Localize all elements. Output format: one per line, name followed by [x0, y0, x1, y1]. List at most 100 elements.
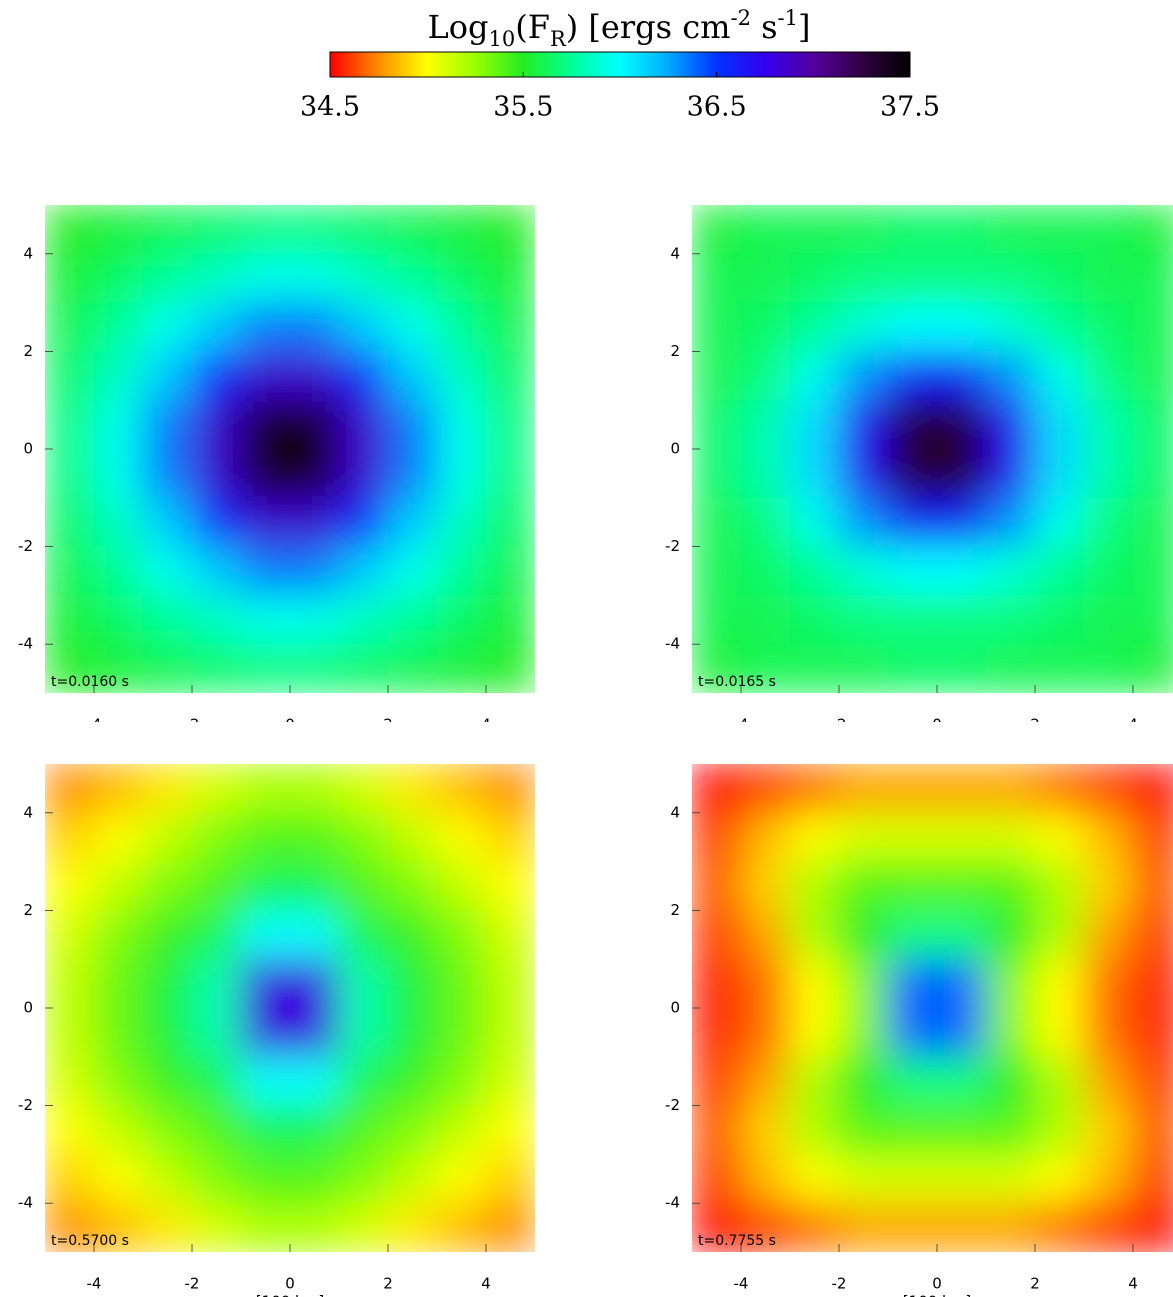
heatmap-cell — [191, 1153, 242, 1204]
heatmap-cell — [887, 594, 938, 645]
heatmap-cell — [838, 253, 889, 304]
heatmap-cell — [838, 1007, 889, 1058]
heatmap-cell — [289, 812, 340, 863]
heatmap-cell — [1132, 643, 1173, 693]
heatmap-cell — [936, 1105, 987, 1155]
heatmap-cell — [985, 1153, 1036, 1204]
heatmap — [692, 205, 1173, 693]
heatmap-cell — [45, 399, 95, 450]
heatmap-cell — [789, 350, 840, 401]
heatmap-cell — [485, 1105, 535, 1155]
heatmap-cell — [142, 861, 193, 911]
heatmap-cell — [936, 812, 987, 863]
heatmap-cell — [1034, 764, 1085, 814]
heatmap-cell — [142, 1105, 193, 1155]
heatmap-cell — [887, 1007, 938, 1058]
heatmap-cell — [45, 448, 95, 499]
heatmap-cell — [289, 350, 340, 401]
heatmap-cell — [387, 1202, 438, 1252]
heatmap-cell — [985, 546, 1036, 596]
y-tick-label: 2 — [670, 901, 680, 919]
heatmap-cell — [740, 1007, 791, 1058]
heatmap-cell — [289, 253, 340, 304]
heatmap-cell — [985, 594, 1036, 645]
time-label: t=0.0165 s — [698, 674, 776, 690]
heatmap-cell — [387, 253, 438, 304]
heatmap-cell — [740, 764, 791, 814]
heatmap-cell — [93, 497, 144, 548]
heatmap-cell — [93, 1105, 144, 1155]
x-tick-label: 4 — [481, 1275, 491, 1293]
x-tick-label: 0 — [932, 1275, 942, 1293]
heatmap-cell — [936, 253, 987, 304]
heatmap-cell — [1132, 812, 1173, 863]
heatmap-cell — [1083, 861, 1134, 911]
title-part: ) [ergs cm — [566, 8, 731, 46]
heatmap-cell — [1083, 448, 1134, 499]
heatmap-cell — [887, 302, 938, 352]
heatmap-cell — [191, 302, 242, 352]
heatmap-cell — [45, 253, 95, 304]
heatmap-cell — [142, 958, 193, 1009]
heatmap-cell — [289, 497, 340, 548]
heatmap-cell — [1034, 1056, 1085, 1107]
heatmap-cell — [789, 643, 840, 693]
heatmap-cell — [338, 497, 389, 548]
heatmap-cell — [692, 764, 742, 814]
heatmap-cell — [1132, 350, 1173, 401]
y-tick-label: -2 — [18, 537, 33, 555]
heatmap-cell — [485, 812, 535, 863]
heatmap-cell — [692, 861, 742, 911]
heatmap-cell — [740, 1153, 791, 1204]
heatmap-cell — [936, 350, 987, 401]
heatmap-cell — [191, 643, 242, 693]
heatmap-cell — [436, 594, 487, 645]
heatmap-cell — [45, 1007, 95, 1058]
heatmap-cell — [1083, 594, 1134, 645]
heatmap-cell — [1083, 1153, 1134, 1204]
heatmap-cell — [936, 1153, 987, 1204]
heatmap-cell — [338, 448, 389, 499]
y-tick-label: -4 — [665, 635, 680, 653]
heatmap-cell — [1132, 958, 1173, 1009]
x-tick-label: 0 — [285, 1275, 295, 1293]
x-axis-label: [100 km] — [256, 1293, 324, 1297]
heatmap-cell — [387, 1153, 438, 1204]
heatmap-cell — [142, 546, 193, 596]
heatmap-cell — [436, 1056, 487, 1107]
heatmap-cell — [387, 448, 438, 499]
heatmap-cell — [985, 497, 1036, 548]
heatmap-cell — [142, 448, 193, 499]
heatmap-cell — [1034, 1153, 1085, 1204]
heatmap-cell — [191, 764, 242, 814]
heatmap-cell — [740, 350, 791, 401]
heatmap-cell — [789, 448, 840, 499]
heatmap-cell — [692, 253, 742, 304]
heatmap-cell — [485, 1153, 535, 1204]
heatmap-cell — [1132, 546, 1173, 596]
heatmap-cell — [789, 958, 840, 1009]
title-part: -2 — [730, 6, 750, 30]
heatmap-cell — [985, 1056, 1036, 1107]
heatmap-cell — [93, 546, 144, 596]
heatmap-cell — [838, 1153, 889, 1204]
heatmap-cell — [387, 764, 438, 814]
heatmap-cell — [1083, 1105, 1134, 1155]
heatmap-cell — [436, 1153, 487, 1204]
heatmap-cell — [45, 205, 95, 255]
heatmap-cell — [789, 399, 840, 450]
heatmap-cell — [142, 497, 193, 548]
heatmap-cell — [45, 764, 95, 814]
heatmap-cell — [45, 958, 95, 1009]
heatmap-cell — [1034, 1105, 1085, 1155]
heatmap-cell — [985, 448, 1036, 499]
heatmap-cell — [692, 399, 742, 450]
y-tick-label: -2 — [665, 1096, 680, 1114]
heatmap-cell — [289, 643, 340, 693]
heatmap-cell — [436, 546, 487, 596]
heatmap-cell — [740, 1056, 791, 1107]
heatmap-cell — [45, 1105, 95, 1155]
heatmap-cell — [240, 1105, 291, 1155]
heatmap-cell — [1132, 1007, 1173, 1058]
heatmap-cell — [93, 643, 144, 693]
